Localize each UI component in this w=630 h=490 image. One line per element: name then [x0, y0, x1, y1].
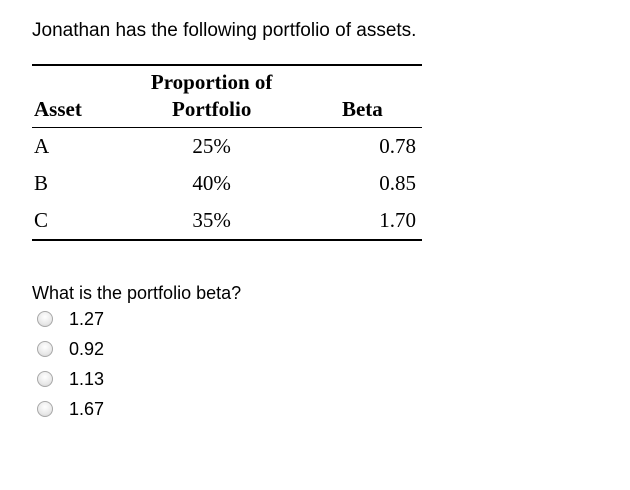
- header-proportion-line2: Portfolio: [114, 96, 309, 128]
- beta-cell: 1.70: [379, 208, 416, 232]
- table-row: B 40% 0.85: [32, 165, 422, 202]
- header-beta: Beta: [308, 96, 422, 128]
- answer-label[interactable]: 1.13: [69, 369, 105, 389]
- header-asset: Asset: [32, 96, 115, 128]
- beta-cell: 0.78: [379, 134, 416, 158]
- proportion-cell: 25%: [192, 134, 231, 158]
- portfolio-table: Proportion of Asset Portfolio Beta A 25%…: [32, 64, 422, 241]
- radio-button[interactable]: [37, 341, 53, 357]
- answer-option[interactable]: 1.67: [37, 394, 104, 424]
- proportion-cell: 35%: [192, 208, 231, 232]
- question-intro: Jonathan has the following portfolio of …: [32, 20, 417, 41]
- radio-button[interactable]: [37, 311, 53, 327]
- header-proportion-line1: Proportion of: [150, 70, 273, 94]
- table-row: A 25% 0.78: [32, 128, 422, 166]
- answer-option[interactable]: 0.92: [37, 334, 104, 364]
- table-header-row-top: Proportion of: [32, 65, 422, 96]
- radio-button[interactable]: [37, 371, 53, 387]
- answer-label[interactable]: 1.27: [69, 309, 105, 329]
- table-row: C 35% 1.70: [32, 202, 422, 240]
- radio-button[interactable]: [37, 401, 53, 417]
- answer-option[interactable]: 1.27: [37, 304, 104, 334]
- proportion-cell: 40%: [192, 171, 231, 195]
- beta-cell: 0.85: [379, 171, 416, 195]
- asset-cell: A: [34, 134, 50, 158]
- header-asset-spacer: [32, 65, 115, 96]
- answer-option[interactable]: 1.13: [37, 364, 104, 394]
- answer-options: 1.27 0.92 1.13 1.67: [37, 304, 104, 424]
- answer-label[interactable]: 1.67: [69, 399, 105, 419]
- table-header-row: Asset Portfolio Beta: [32, 96, 422, 128]
- asset-cell: C: [34, 208, 49, 232]
- asset-cell: B: [34, 171, 49, 195]
- header-beta-spacer: [309, 65, 422, 96]
- question-text: What is the portfolio beta?: [32, 283, 242, 303]
- portfolio-table-container: Proportion of Asset Portfolio Beta A 25%…: [32, 64, 422, 241]
- answer-label[interactable]: 0.92: [69, 339, 105, 359]
